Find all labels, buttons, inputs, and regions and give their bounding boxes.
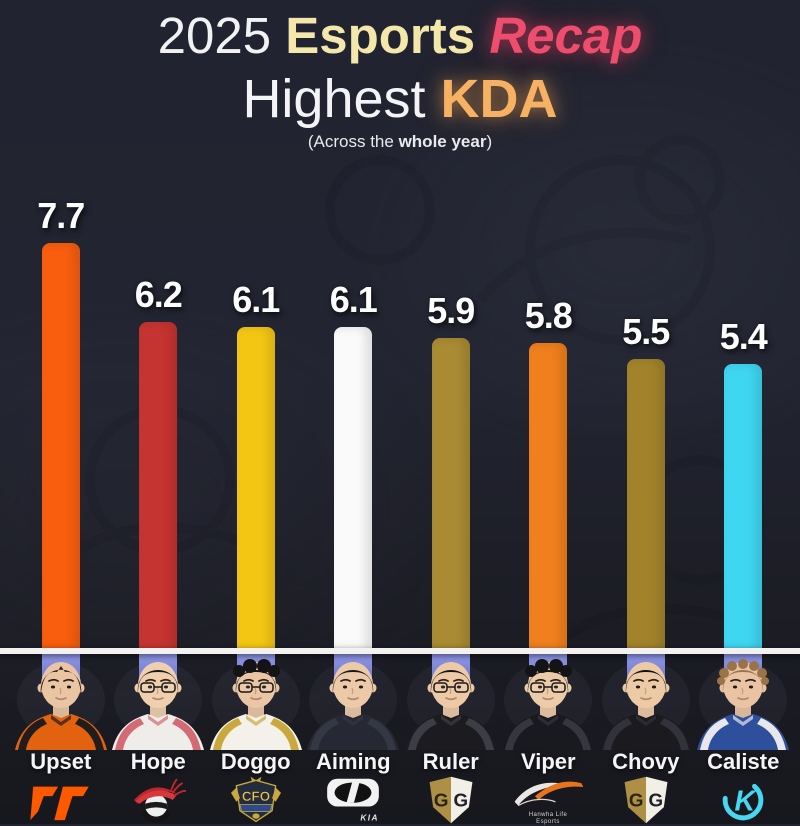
kda-bar bbox=[41, 243, 80, 649]
player-column: 6.1 Aiming KIA bbox=[305, 190, 403, 824]
axis-line bbox=[0, 648, 800, 654]
svg-text:KIA: KIA bbox=[361, 812, 379, 822]
bar-value-label: 7.7 bbox=[37, 195, 85, 236]
player-name: Ruler bbox=[422, 749, 479, 774]
bar-area: 5.8 bbox=[524, 190, 573, 649]
title-esports: Esports bbox=[285, 7, 476, 64]
player-column: 7.7 Upset bbox=[12, 190, 110, 824]
kda-bar bbox=[529, 343, 568, 649]
player-avatar bbox=[403, 658, 499, 750]
player-avatar bbox=[110, 658, 206, 750]
dplus-kia-logo: KIA bbox=[323, 777, 383, 823]
svg-text:G: G bbox=[453, 789, 468, 810]
title-recap: Recap bbox=[489, 7, 643, 64]
kda-bar bbox=[626, 359, 665, 649]
player-avatar bbox=[695, 658, 791, 750]
subtitle-note: (Across the whole year) bbox=[0, 132, 800, 152]
svg-text:K: K bbox=[735, 786, 758, 818]
bar-area: 6.1 bbox=[329, 190, 378, 649]
subtitle-kda: KDA bbox=[440, 69, 558, 129]
bar-value-label: 5.5 bbox=[622, 311, 670, 352]
player-avatar bbox=[305, 658, 401, 750]
note-bold: whole year bbox=[398, 132, 487, 151]
kda-bar bbox=[236, 327, 275, 649]
player-avatar bbox=[500, 658, 596, 750]
svg-text:Esports: Esports bbox=[536, 819, 560, 825]
bar-value-label: 5.8 bbox=[524, 295, 573, 336]
note-prefix: (Across the bbox=[307, 132, 399, 151]
player-column: 6.1 Doggo CFO bbox=[207, 190, 305, 824]
kda-bar-chart: 7.7 Upset 6.2 Hope 6.1 Doggo CFO 6.1 bbox=[12, 190, 793, 825]
bar-value-label: 6.2 bbox=[134, 274, 183, 315]
player-avatar bbox=[598, 658, 694, 750]
player-column: 6.2 Hope bbox=[110, 190, 208, 824]
bar-area: 7.7 bbox=[37, 190, 85, 649]
player-name: Chovy bbox=[612, 749, 680, 774]
svg-text:Hanwha Life: Hanwha Life bbox=[529, 812, 568, 818]
kda-bar bbox=[431, 338, 470, 649]
bar-area: 5.4 bbox=[719, 190, 768, 649]
title-year: 2025 bbox=[157, 7, 272, 64]
subtitle-highest: Highest bbox=[242, 69, 426, 129]
svg-text:CFO: CFO bbox=[242, 789, 270, 804]
kda-bar bbox=[139, 322, 178, 649]
player-column: 5.4 Caliste K bbox=[695, 190, 793, 824]
bar-value-label: 5.4 bbox=[719, 316, 768, 357]
hanwha-life-logo: Hanwha Life Esports bbox=[508, 777, 588, 825]
chart-subtitle: Highest KDA bbox=[0, 70, 800, 128]
anyones-legend-logo bbox=[130, 777, 187, 823]
player-name: Upset bbox=[30, 749, 92, 774]
bar-area: 5.9 bbox=[427, 190, 475, 649]
svg-text:G: G bbox=[648, 789, 663, 810]
kda-bar bbox=[724, 364, 763, 649]
player-name: Doggo bbox=[220, 749, 291, 774]
page-title: 2025 Esports Recap bbox=[0, 8, 800, 64]
svg-text:G: G bbox=[434, 789, 449, 810]
player-column: 5.8 Viper Hanwha Life Esports bbox=[500, 190, 598, 825]
player-name: Aiming bbox=[315, 749, 391, 774]
kda-bar bbox=[334, 327, 373, 649]
player-name: Hope bbox=[130, 749, 186, 774]
karmine-corp-logo: K bbox=[718, 777, 768, 823]
bar-value-label: 6.1 bbox=[232, 279, 280, 320]
bar-value-label: 5.9 bbox=[427, 290, 475, 331]
player-name: Viper bbox=[520, 749, 576, 774]
player-avatar bbox=[13, 658, 109, 750]
bar-area: 6.2 bbox=[134, 190, 183, 649]
fnatic-logo bbox=[30, 777, 92, 823]
bar-area: 6.1 bbox=[232, 190, 280, 649]
cfo-logo: CFO bbox=[229, 776, 283, 823]
bar-value-label: 6.1 bbox=[329, 279, 378, 320]
bar-area: 5.5 bbox=[622, 190, 670, 649]
player-name: Caliste bbox=[707, 749, 780, 774]
header: 2025 Esports Recap Highest KDA (Across t… bbox=[0, 0, 800, 152]
svg-text:G: G bbox=[629, 789, 644, 810]
player-avatar bbox=[208, 658, 304, 750]
note-suffix: ) bbox=[486, 132, 493, 151]
